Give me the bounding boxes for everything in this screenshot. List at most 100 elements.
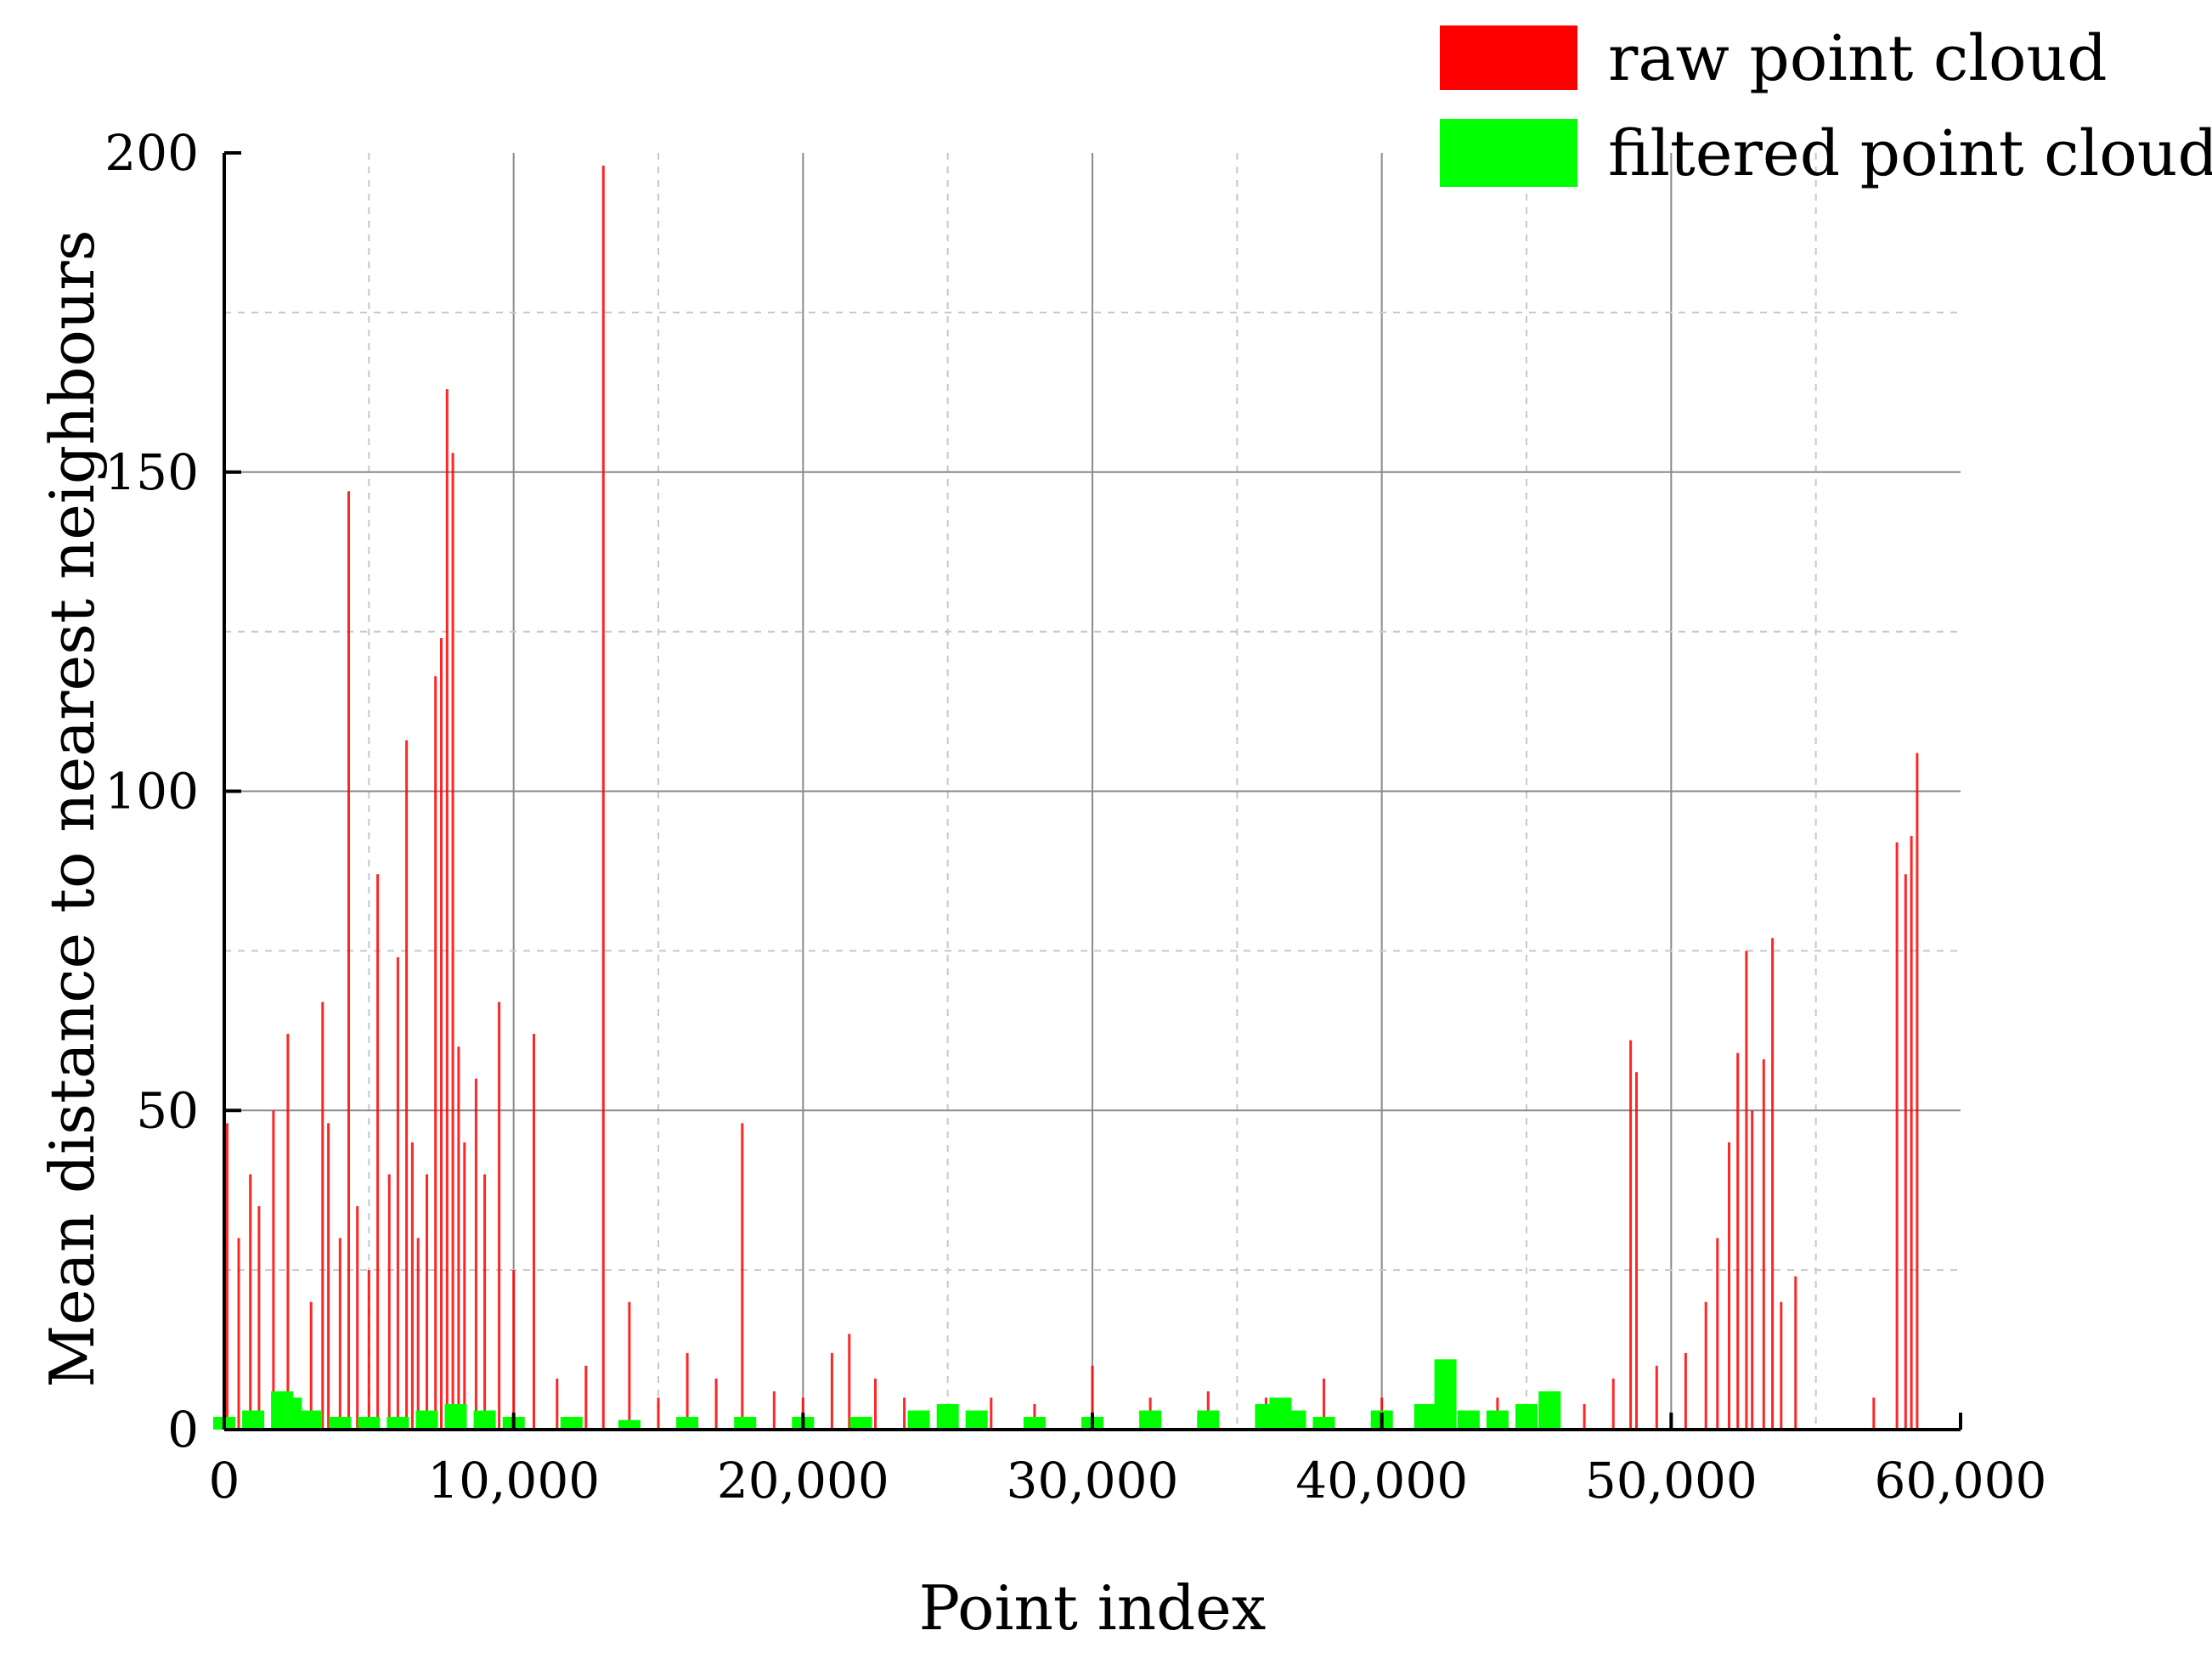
- bar-filtered: [676, 1417, 699, 1430]
- x-tick-label: 30,000: [1007, 1452, 1179, 1509]
- bar-filtered: [1457, 1410, 1480, 1430]
- bar-raw: [237, 1238, 240, 1430]
- bar-raw: [1655, 1365, 1658, 1430]
- bar-raw: [601, 166, 605, 1430]
- legend-swatch-filtered: [1440, 119, 1577, 187]
- bar-raw: [257, 1206, 261, 1430]
- bar-raw: [1916, 753, 1919, 1430]
- bar-raw: [512, 1270, 516, 1430]
- bar-raw: [1091, 1365, 1094, 1430]
- bar-raw: [556, 1378, 559, 1430]
- bar-raw: [396, 956, 399, 1430]
- bar-raw: [272, 1110, 275, 1430]
- bar-filtered: [1139, 1410, 1162, 1430]
- bar-filtered: [1538, 1391, 1561, 1430]
- legend-label-raw: raw point cloud: [1608, 22, 2108, 95]
- ticks: 0 10,000 20,000 30,000 40,000 50,000 60,000 0 50…: [104, 124, 2046, 1509]
- bar-filtered: [1284, 1410, 1306, 1430]
- bar-raw: [440, 638, 443, 1430]
- bar-raw: [376, 874, 380, 1430]
- bar-filtered: [1414, 1403, 1436, 1430]
- bar-raw: [426, 1174, 428, 1430]
- bar-raw: [1910, 836, 1913, 1430]
- bar-raw: [410, 1142, 414, 1430]
- y-tick-label: 100: [104, 763, 199, 821]
- series-0: [225, 166, 1919, 1430]
- bar-raw: [445, 389, 449, 1430]
- bar-raw: [1611, 1378, 1615, 1430]
- bar-filtered: [1486, 1410, 1509, 1430]
- bar-filtered: [618, 1419, 640, 1430]
- y-tick-label: 0: [167, 1401, 199, 1458]
- bar-raw: [327, 1123, 330, 1430]
- bar-raw: [309, 1301, 313, 1430]
- bar-raw: [286, 1034, 290, 1430]
- bar-filtered: [242, 1410, 265, 1430]
- bar-raw: [714, 1378, 718, 1430]
- bar-raw: [225, 1123, 229, 1430]
- bar-filtered: [358, 1417, 381, 1430]
- bar-raw: [387, 1174, 391, 1430]
- x-axis-title: Point index: [919, 1572, 1267, 1644]
- bar-raw: [1771, 938, 1775, 1430]
- bar-raw: [1904, 874, 1907, 1430]
- x-tick-label: 20,000: [717, 1452, 889, 1509]
- bar-raw: [1762, 1059, 1765, 1430]
- bar-raw: [1895, 842, 1899, 1430]
- bar-raw: [686, 1352, 689, 1430]
- bar-filtered: [734, 1417, 757, 1430]
- bar-filtered: [444, 1403, 467, 1430]
- bar-raw: [874, 1378, 877, 1430]
- bar-raw: [990, 1397, 993, 1430]
- x-tick-label: 0: [209, 1452, 240, 1509]
- bar-raw: [451, 453, 454, 1430]
- bar-filtered: [1312, 1417, 1335, 1430]
- bar-raw: [347, 491, 350, 1430]
- bar-filtered: [300, 1410, 323, 1430]
- bar-raw: [321, 1001, 324, 1430]
- y-tick-label: 50: [136, 1081, 199, 1139]
- bar-raw: [1629, 1040, 1633, 1430]
- legend-label-filtered: filtered point cloud: [1608, 117, 2212, 190]
- bar-raw: [1751, 1110, 1754, 1430]
- legend: raw point cloud filtered point cloud: [1440, 22, 2212, 190]
- bar-filtered: [387, 1417, 409, 1430]
- bar-raw: [1745, 951, 1748, 1430]
- bar-raw: [434, 676, 437, 1430]
- bar-raw: [1635, 1072, 1638, 1430]
- grid: [224, 153, 1961, 1430]
- bar-raw: [457, 1047, 460, 1430]
- bar-raw: [1033, 1403, 1036, 1430]
- bar-raw: [657, 1397, 660, 1430]
- bar-raw: [1780, 1301, 1783, 1430]
- bar-raw: [1206, 1391, 1210, 1430]
- y-tick-label: 200: [104, 124, 199, 182]
- x-tick-label: 50,000: [1585, 1452, 1758, 1509]
- bar-raw: [249, 1174, 252, 1430]
- bar-filtered: [560, 1417, 583, 1430]
- bar-filtered: [1434, 1359, 1457, 1430]
- bar-filtered: [849, 1417, 872, 1430]
- legend-swatch-raw: [1440, 25, 1577, 90]
- bar-raw: [741, 1123, 744, 1430]
- bar-raw: [338, 1238, 341, 1430]
- bar-raw: [356, 1206, 359, 1430]
- bar-raw: [416, 1238, 420, 1430]
- bar-raw: [533, 1034, 535, 1430]
- bar-raw: [463, 1142, 466, 1430]
- bar-filtered: [329, 1417, 352, 1430]
- bar-filtered: [415, 1410, 438, 1430]
- bar-raw: [483, 1174, 487, 1430]
- bar-raw: [498, 1001, 501, 1430]
- y-tick-label: 150: [104, 443, 199, 501]
- bar-raw: [1736, 1052, 1740, 1430]
- bar-raw: [772, 1391, 776, 1430]
- bar-raw: [1684, 1352, 1687, 1430]
- bar-filtered: [1023, 1417, 1046, 1430]
- bar-raw: [848, 1334, 851, 1430]
- x-tick-label: 60,000: [1875, 1452, 2047, 1509]
- y-axis-title: Mean distance to nearest neighbours: [37, 229, 108, 1387]
- series-layer: [213, 166, 1919, 1430]
- bar-raw: [1704, 1301, 1707, 1430]
- bar-raw: [830, 1352, 833, 1430]
